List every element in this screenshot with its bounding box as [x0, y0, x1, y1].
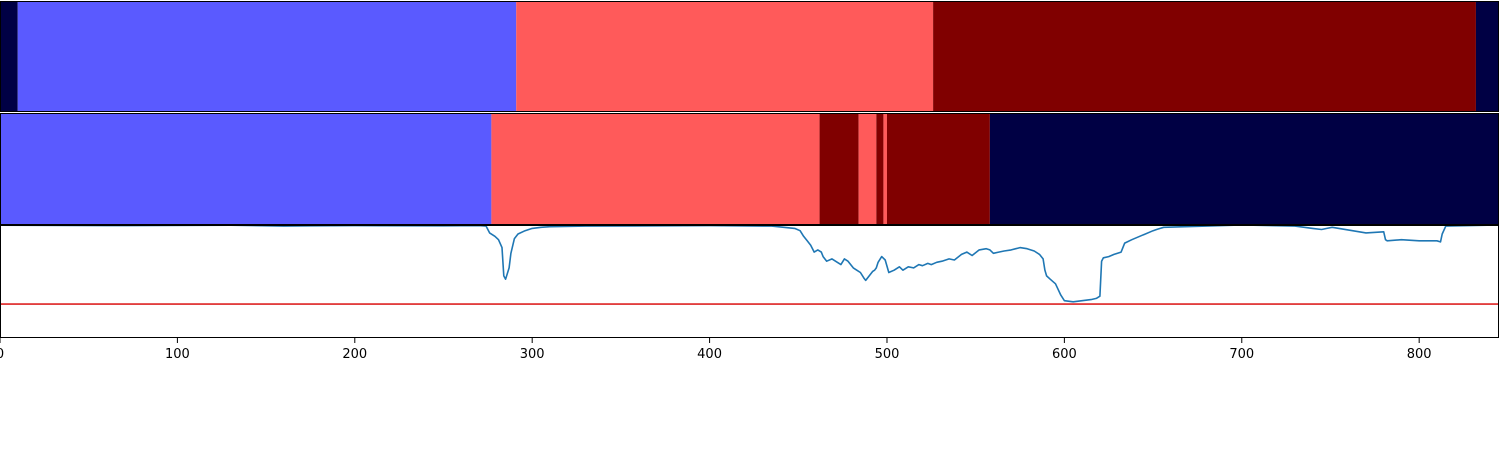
segment-1-3: [858, 113, 877, 225]
x-tick-label-0: 0: [0, 347, 4, 362]
x-axis: 0 100 200 300 400 500 600 700 800: [0, 338, 1432, 362]
x-tick-label-7: 700: [1229, 347, 1254, 362]
x-tick-label-3: 300: [520, 347, 545, 362]
x-tick-label-4: 400: [697, 347, 722, 362]
x-tick-label-2: 200: [342, 347, 367, 362]
segment-row-middle: [0, 113, 1499, 225]
x-tick-label-5: 500: [875, 347, 900, 362]
segment-0-2: [516, 1, 934, 112]
segment-1-5: [883, 113, 887, 225]
panel-frames: [0, 1, 1499, 338]
line-panel: [0, 224, 1500, 305]
segment-0-1: [17, 1, 517, 112]
panel-frame-2: [0, 225, 1499, 338]
panel-frame-0: [0, 1, 1499, 112]
segment-1-2: [819, 113, 859, 225]
segment-0-4: [1475, 1, 1499, 112]
segment-row-top: [0, 1, 1499, 112]
x-tick-label-8: 800: [1407, 347, 1432, 362]
segment-1-7: [989, 113, 1499, 225]
series-line: [0, 224, 1500, 303]
segment-1-1: [491, 113, 820, 225]
segment-1-4: [876, 113, 884, 225]
panel-frame-1: [0, 113, 1499, 225]
segment-1-6: [886, 113, 990, 225]
segment-0-0: [0, 1, 18, 112]
x-tick-label-1: 100: [165, 347, 190, 362]
segment-0-3: [933, 1, 1476, 112]
x-tick-label-6: 600: [1052, 347, 1077, 362]
segment-1-0: [0, 113, 492, 225]
